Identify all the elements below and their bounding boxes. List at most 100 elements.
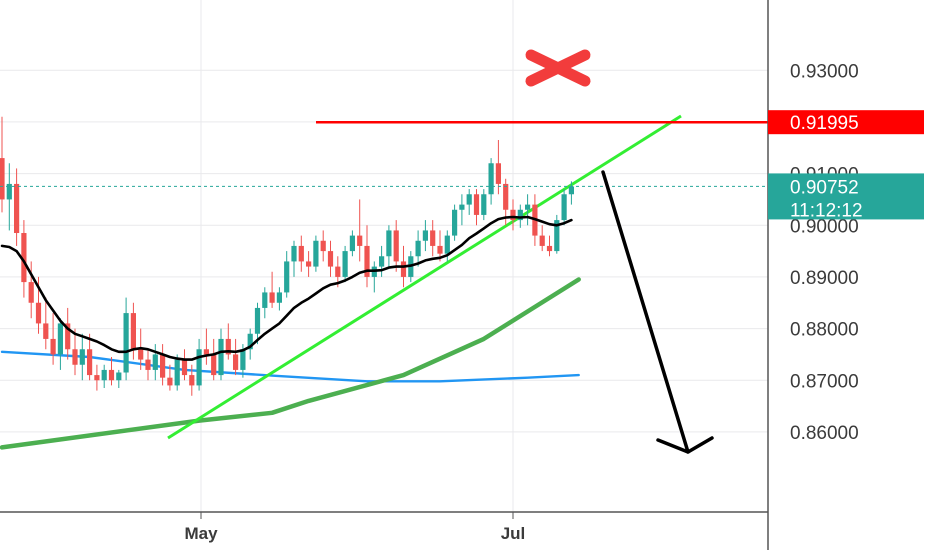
- candle-body: [284, 261, 290, 293]
- candle-body: [254, 307, 261, 334]
- candle-body: [335, 266, 341, 277]
- candle-body: [108, 369, 115, 381]
- candle-body: [50, 338, 56, 355]
- candle-body: [437, 245, 443, 254]
- candle-body: [561, 194, 567, 221]
- candle-body: [130, 313, 136, 350]
- candle-body: [422, 230, 428, 241]
- moving-average-short: [0, 215, 573, 361]
- candle-body: [481, 194, 487, 215]
- candle-body: [393, 230, 399, 262]
- candle-body: [444, 235, 450, 254]
- candle-body: [225, 338, 231, 355]
- candle-body: [495, 163, 501, 184]
- candle-body: [0, 158, 5, 200]
- candle-body: [400, 261, 407, 277]
- candle-body: [510, 209, 516, 221]
- cross-icon: [525, 49, 591, 87]
- candle-body: [101, 369, 107, 381]
- candle-body: [349, 235, 355, 252]
- candle-body: [415, 240, 421, 257]
- candle-body: [546, 245, 553, 252]
- candle-body: [174, 359, 180, 386]
- candle-body: [539, 235, 545, 246]
- forecast-arrow-icon: [601, 170, 714, 454]
- candle-body: [218, 338, 224, 376]
- candle-body: [79, 349, 85, 365]
- current-price-badge-label: 0.90752: [790, 177, 859, 198]
- candle-body: [313, 240, 319, 267]
- candle-body: [503, 183, 509, 210]
- candle-body: [320, 240, 326, 252]
- candle-body: [342, 251, 348, 277]
- ascending-trendline: [167, 114, 682, 440]
- candle-body: [240, 349, 246, 370]
- ytick-label: 0.89000: [790, 268, 859, 289]
- ytick-label: 0.93000: [790, 61, 859, 82]
- candle-body: [6, 183, 12, 200]
- ma-long-line: [0, 350, 580, 383]
- candle-body: [211, 354, 217, 376]
- candle-body: [364, 245, 370, 277]
- candle-body: [327, 251, 334, 267]
- candle-body: [35, 302, 42, 324]
- candle-body: [145, 359, 151, 370]
- candle-body: [473, 194, 480, 215]
- xtick-label-jul: Jul: [501, 524, 526, 543]
- candle-body: [72, 349, 78, 365]
- candle-body: [87, 349, 93, 376]
- candle-body: [306, 261, 312, 267]
- candle-body: [291, 245, 297, 262]
- candle-body: [233, 354, 239, 370]
- current-price-badge: 0.90752 11:12:12: [768, 173, 924, 221]
- candle-body: [14, 183, 20, 234]
- ytick-label: 0.88000: [790, 320, 859, 341]
- moving-average-long: [0, 350, 580, 383]
- candle-body: [203, 349, 209, 355]
- resistance-price-badge: 0.91995: [768, 110, 924, 135]
- candle-body: [452, 209, 458, 236]
- candle-body: [43, 323, 49, 339]
- candle-body: [57, 323, 63, 355]
- ytick-label: 0.86000: [790, 423, 859, 444]
- ytick-label: 0.90000: [790, 216, 859, 237]
- xtick-label-may: May: [184, 524, 218, 543]
- candle-body: [357, 235, 363, 246]
- ytick-label: 0.87000: [790, 371, 859, 392]
- vertical-gridlines: [200, 0, 514, 512]
- ma-mid-line: [0, 277, 581, 450]
- ascending-trendline-group: [167, 114, 682, 440]
- candle-body: [21, 233, 27, 283]
- candle-body: [379, 256, 385, 267]
- candle-body: [262, 292, 268, 308]
- candle-body: [189, 375, 195, 386]
- candle-body: [466, 194, 472, 205]
- candle-body: [525, 204, 531, 210]
- resistance-badge-bg: [768, 110, 924, 135]
- candle-body: [160, 354, 166, 378]
- candle-body: [116, 372, 122, 381]
- candle-body: [276, 292, 282, 303]
- candle-body: [298, 245, 304, 262]
- time-axis[interactable]: May Jul: [184, 512, 525, 543]
- candle-body: [65, 323, 71, 350]
- candle-body: [386, 230, 392, 257]
- candle-body: [488, 163, 494, 195]
- current-price-badge-bg: [768, 173, 924, 220]
- candle-body: [247, 333, 253, 350]
- candle-body: [94, 375, 100, 381]
- candle-body: [269, 292, 275, 303]
- candle-body: [152, 354, 158, 370]
- candle-body: [459, 204, 465, 210]
- candle-body: [167, 377, 173, 386]
- candle-body: [568, 186, 574, 195]
- candle-body: [138, 349, 144, 360]
- candle-body: [123, 313, 129, 373]
- candle-body: [181, 359, 188, 376]
- moving-average-mid: [0, 277, 581, 450]
- countdown-badge-label: 11:12:12: [790, 200, 863, 221]
- candle-body: [196, 349, 202, 386]
- ma-short-line: [0, 215, 573, 361]
